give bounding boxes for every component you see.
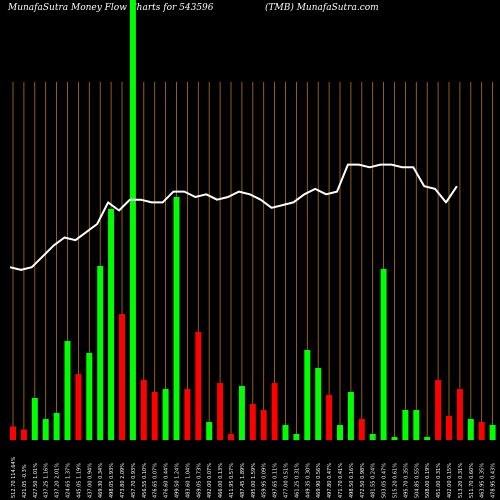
x-tick-label: 449.35 0.30% (305, 463, 311, 498)
x-tick-label: 463.95 0.35% (480, 463, 486, 498)
money-flow-bar (358, 419, 365, 440)
x-tick-label: 472.50 0.98% (360, 463, 366, 498)
x-tick-label: 459.95 0.09% (262, 463, 268, 498)
x-tick-label: 466.00 0.13% (218, 463, 224, 498)
money-flow-bar (489, 425, 496, 440)
money-flow-bar (456, 389, 463, 440)
x-tick-label: 461.25 0.31% (294, 463, 300, 498)
x-tick-label: 477.00 0.51% (284, 463, 290, 498)
money-flow-bar (391, 437, 398, 440)
x-tick-label: 503.05 0.47% (382, 463, 388, 498)
money-flow-bar (228, 434, 234, 440)
x-tick-label: 469.30 0.34% (98, 463, 104, 498)
x-tick-label: 497.80 0.47% (327, 463, 333, 498)
x-tick-label: 515.20 0.61% (393, 463, 399, 498)
x-tick-label: 476.65 0.07% (153, 463, 159, 498)
x-tick-label: 511.70 0.60% (469, 463, 475, 498)
money-flow-bar (478, 422, 485, 440)
money-flow-bar (238, 386, 245, 440)
chart-subtitle: (TMB) MunafaSutra.com (265, 3, 379, 13)
x-tick-label: 499.50 1.24% (175, 463, 181, 498)
x-tick-label: 445.05 1.19% (76, 463, 82, 498)
money-flow-bar (467, 419, 474, 440)
money-flow-bar (217, 383, 224, 440)
money-flow-bar (424, 437, 431, 440)
money-flow-bar (413, 410, 420, 440)
vertical-gridlines (12, 82, 494, 440)
x-tick-label: 469.05 0.73% (196, 463, 202, 498)
x-tick-label: 437.20 2.01% (55, 463, 61, 498)
x-tick-label: 508.00 0.19% (425, 463, 431, 498)
x-tick-label: 487.45 1.89% (240, 463, 246, 498)
money-flow-bar (337, 425, 343, 440)
money-flow-bar (31, 398, 38, 440)
chart-title: MunafaSutra Money Flow Charts for 543596 (8, 3, 214, 13)
money-flow-bar (140, 380, 147, 440)
money-flow-bar (42, 419, 49, 440)
money-flow-bar (293, 434, 300, 440)
money-flow-bar (326, 395, 333, 440)
x-tick-label: 495.70 0.35% (403, 463, 409, 498)
money-flow-bar (260, 410, 267, 440)
money-flow-bar (184, 389, 191, 440)
x-axis-labels: 512.70 114.64% 421.05 -0.3% 427.50 1.01% 43… (11, 456, 497, 498)
money-flow-bar (53, 413, 60, 440)
x-tick-label: 469.90 0.56% (316, 463, 322, 498)
money-flow-bar (64, 341, 71, 440)
x-tick-label: 497.65 0.11% (273, 463, 279, 498)
x-tick-label: 402.00 0.15% (447, 463, 453, 498)
x-tick-label: 411.95 0.57% (229, 463, 235, 498)
money-flow-bar (162, 389, 169, 440)
money-flow-bar (97, 266, 104, 440)
money-flow-bar (173, 197, 180, 440)
money-flow-bar (10, 426, 16, 440)
x-tick-label: 471.70 0.41% (338, 463, 344, 498)
x-tick-label: 512.70 114.64% (11, 456, 17, 498)
money-flow-bar (129, 0, 136, 440)
money-flow-bar (446, 416, 452, 440)
x-tick-label: 481.55 0.24% (371, 463, 377, 498)
money-flow-bar (86, 353, 93, 440)
money-flow-bar (195, 332, 202, 440)
money-flow-bar (108, 209, 115, 440)
money-flow-bar (315, 368, 322, 440)
money-flow-bar (249, 404, 256, 440)
x-tick-label: 498.05 0.93% (109, 463, 115, 498)
money-flow-bar (151, 392, 158, 440)
money-flow-bar (435, 380, 442, 440)
x-tick-label: 437.25 1.16% (44, 463, 50, 498)
money-flow-bar (119, 314, 125, 440)
money-flow-bar (304, 350, 311, 440)
x-tick-label: 498.50 0.16% (349, 463, 355, 498)
money-flow-bar (369, 434, 376, 440)
x-tick-label: 495.00 1.59% (251, 463, 257, 498)
price-line (9, 163, 458, 271)
money-flow-bar (20, 429, 27, 440)
money-flow-bar (402, 410, 409, 440)
x-tick-label: 483.60 1.04% (185, 463, 191, 498)
money-flow-bar (282, 425, 289, 440)
money-flow-bar (206, 422, 213, 440)
x-tick-label: 478.95 0.43% (491, 463, 497, 498)
money-flow-bar (347, 392, 354, 440)
x-tick-label: 427.50 1.01% (33, 463, 39, 498)
money-flow-bars (10, 0, 496, 440)
x-tick-label: 451.00 0.31% (436, 463, 442, 498)
x-tick-label: 513.20 0.31% (458, 463, 464, 498)
x-tick-label: 456.55 0.10% (142, 463, 148, 498)
x-tick-label: 424.65 1.37% (66, 463, 72, 498)
x-tick-label: 492.00 0.07% (207, 463, 213, 498)
x-tick-label: 421.05 -0.3% (22, 464, 28, 498)
money-flow-bar (271, 383, 278, 440)
x-tick-label: 473.80 2.09% (120, 463, 126, 498)
money-flow-bar (380, 269, 387, 440)
x-tick-label: 437.00 0.94% (87, 463, 93, 498)
money-flow-bar (75, 374, 82, 440)
x-tick-label: 457.70 0.93% (131, 463, 137, 498)
x-tick-label: 504.85 0.55% (414, 463, 420, 498)
x-tick-label: 476.60 0.44% (164, 463, 170, 498)
